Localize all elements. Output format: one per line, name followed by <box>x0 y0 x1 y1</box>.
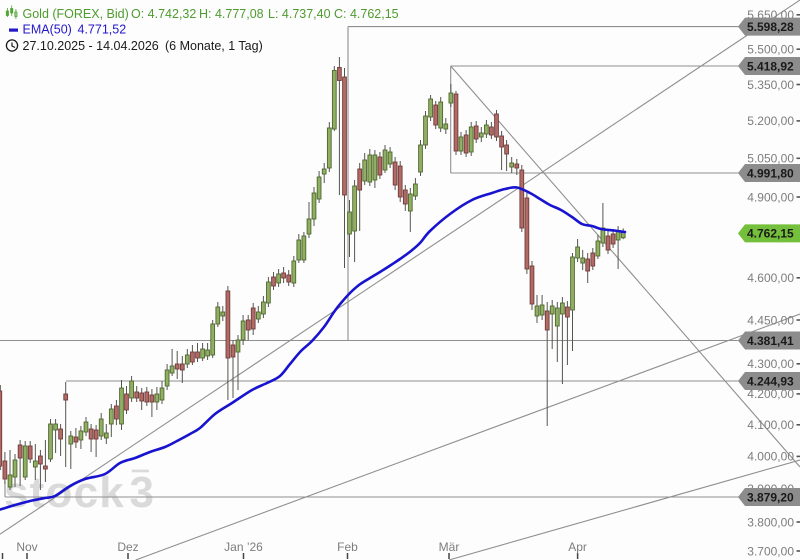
svg-text:C: 4.762,15: C: 4.762,15 <box>334 7 399 21</box>
svg-text:4.244,93: 4.244,93 <box>747 374 794 388</box>
svg-text:L: 4.737,40: L: 4.737,40 <box>268 7 331 21</box>
svg-text:4.991,80: 4.991,80 <box>747 166 794 180</box>
svg-text:5.598,28: 5.598,28 <box>747 20 794 34</box>
svg-text:H: 4.777,08: H: 4.777,08 <box>199 7 264 21</box>
svg-text:Mär: Mär <box>439 540 460 554</box>
svg-text:4.100,00: 4.100,00 <box>747 418 794 432</box>
svg-text:5.200,00: 5.200,00 <box>747 114 794 128</box>
svg-text:O: 4.742,32: O: 4.742,32 <box>131 7 196 21</box>
svg-text:4.450,00: 4.450,00 <box>747 313 794 327</box>
svg-text:27.10.2025 - 14.04.2026: 27.10.2025 - 14.04.2026 <box>23 39 159 53</box>
svg-text:4.900,00: 4.900,00 <box>747 190 794 204</box>
svg-text:3.700,00: 3.700,00 <box>747 544 794 558</box>
svg-text:stock: stock <box>4 468 125 517</box>
svg-text:(6 Monate, 1 Tag): (6 Monate, 1 Tag) <box>165 39 263 53</box>
svg-text:Apr: Apr <box>568 540 587 554</box>
svg-text:Jan ’26: Jan ’26 <box>224 540 263 554</box>
svg-text:Gold (FOREX, Bid): Gold (FOREX, Bid) <box>23 7 129 21</box>
svg-text:3: 3 <box>130 468 154 517</box>
svg-text:4.381,41: 4.381,41 <box>747 334 794 348</box>
svg-text:4.600,00: 4.600,00 <box>747 271 794 285</box>
svg-text:4.771,52: 4.771,52 <box>78 23 127 37</box>
svg-text:Nov: Nov <box>16 540 37 554</box>
svg-text:3.879,20: 3.879,20 <box>747 490 794 504</box>
svg-text:5.350,00: 5.350,00 <box>747 78 794 92</box>
svg-text:4.000,00: 4.000,00 <box>747 450 794 464</box>
svg-text:EMA(50): EMA(50) <box>23 23 72 37</box>
svg-text:4.200,00: 4.200,00 <box>747 387 794 401</box>
svg-text:5.050,00: 5.050,00 <box>747 152 794 166</box>
svg-text:4.300,00: 4.300,00 <box>747 357 794 371</box>
svg-text:Dez: Dez <box>117 540 138 554</box>
svg-text:Feb: Feb <box>337 540 358 554</box>
svg-text:5.418,92: 5.418,92 <box>747 59 794 73</box>
svg-text:3.800,00: 3.800,00 <box>747 515 794 529</box>
svg-text:4.762,15: 4.762,15 <box>747 227 794 241</box>
svg-text:5.500,00: 5.500,00 <box>747 43 794 57</box>
